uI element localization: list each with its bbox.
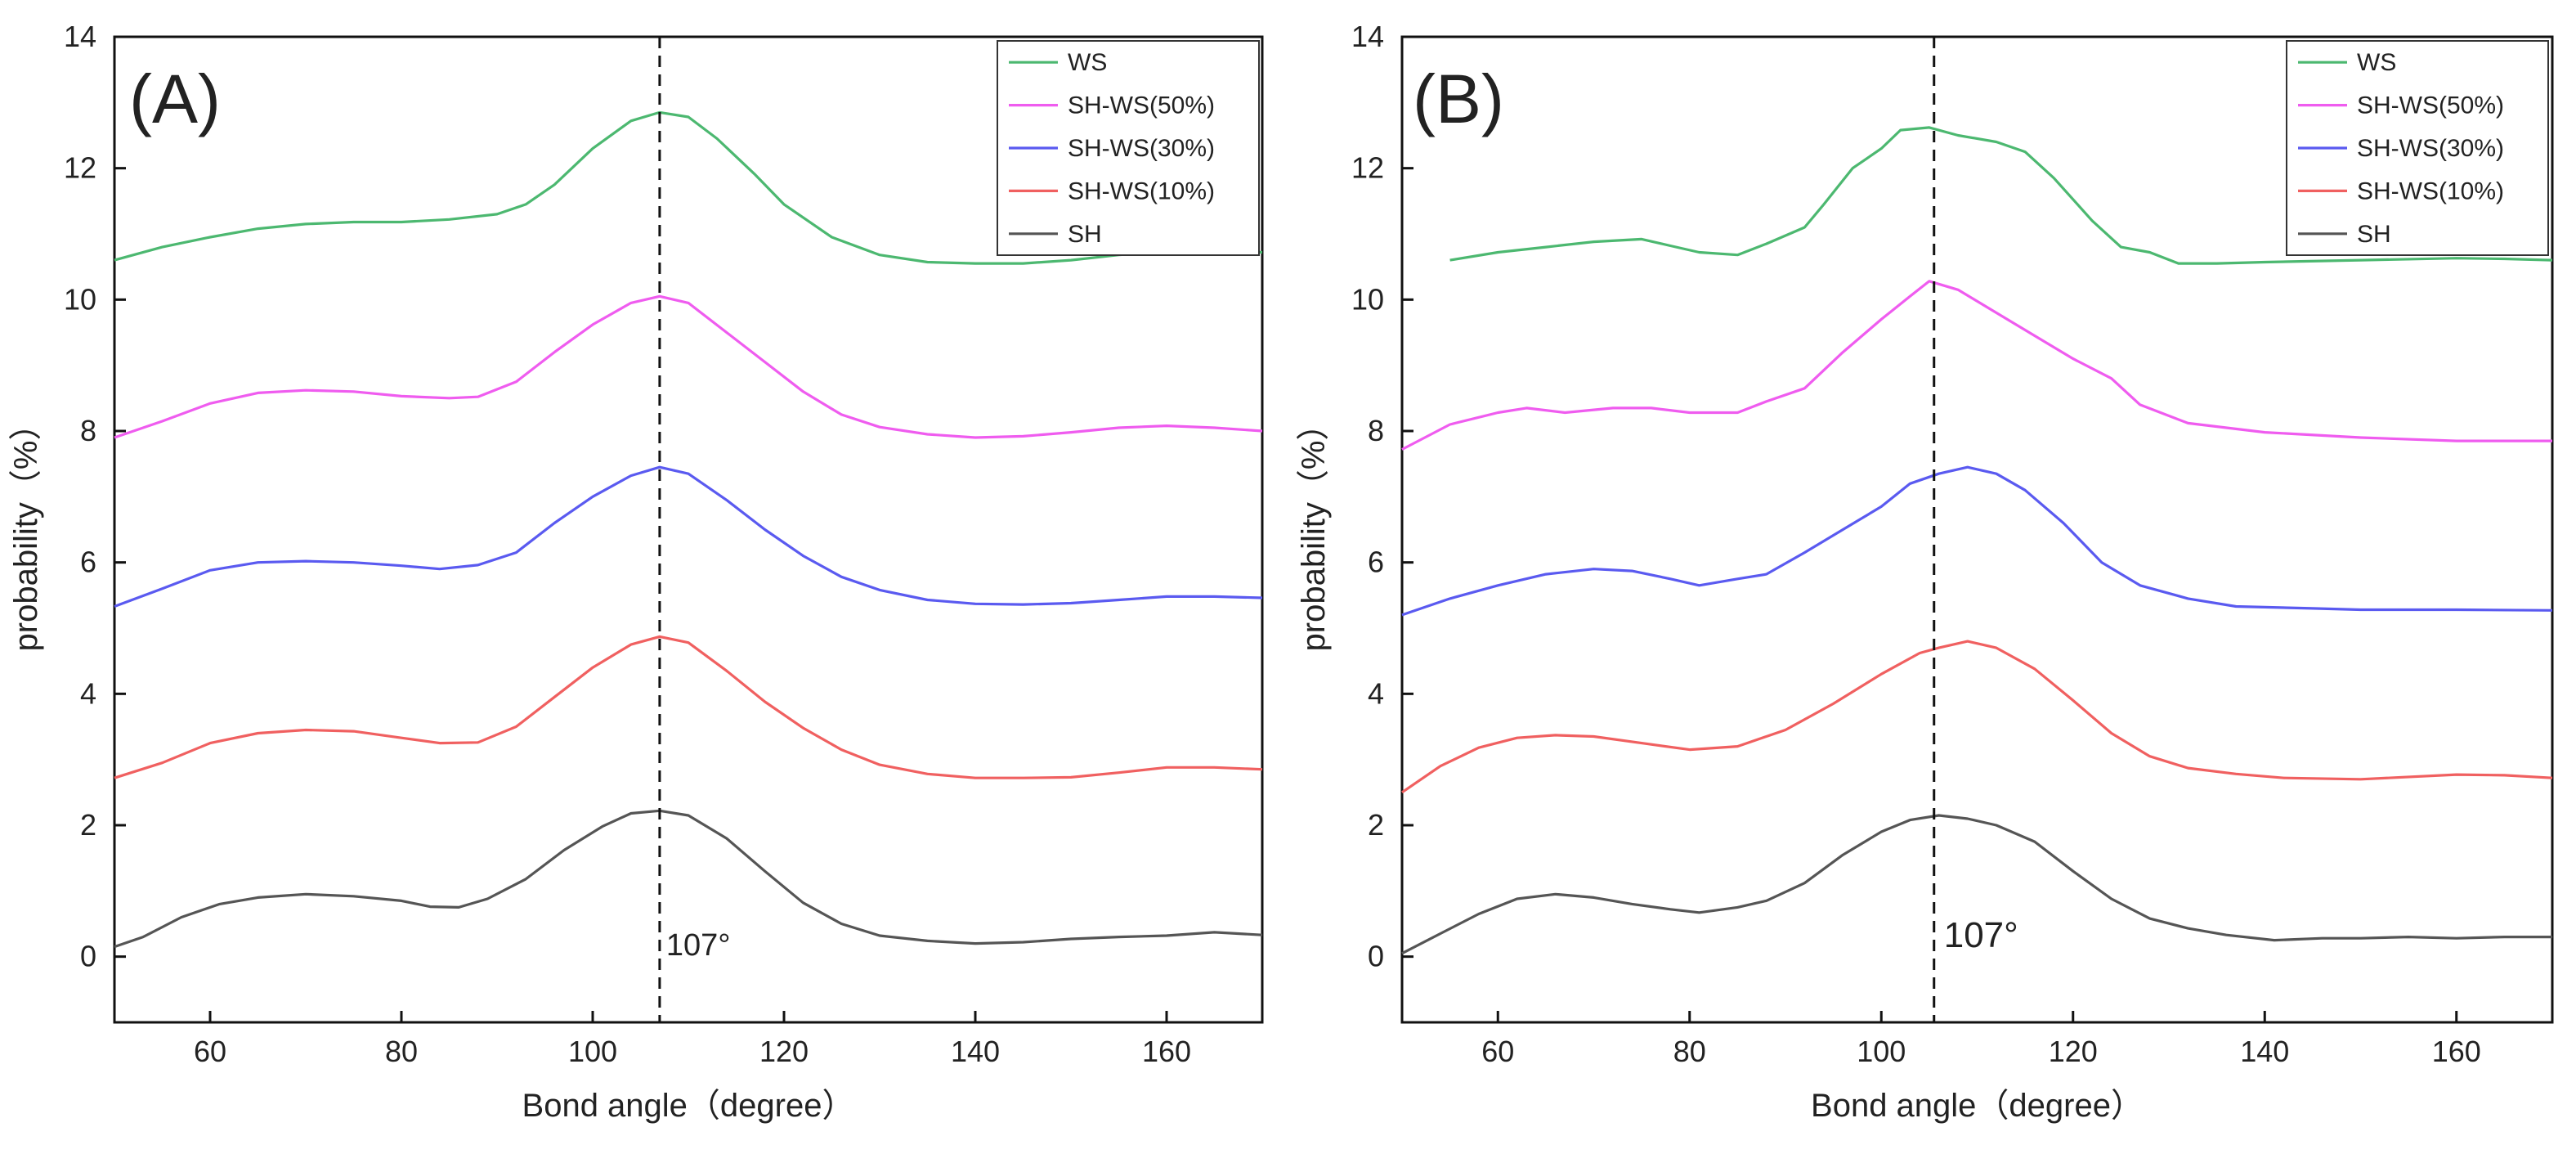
series-line-sh-ws-30	[1401, 465, 2553, 617]
x-tick-label: 140	[2240, 1035, 2289, 1068]
series-line-sh-ws-10	[114, 635, 1263, 779]
series-line-sh-ws-30	[114, 465, 1263, 608]
x-tick-label: 100	[1857, 1035, 1906, 1068]
y-tick-label: 8	[80, 414, 96, 447]
y-axis-title: probability（%）	[8, 408, 44, 652]
legend-label-sh-ws-50: SH-WS(50%)	[1068, 92, 1215, 119]
chart-panel-b: 0 2 4 6 8 10 12 14 60 80 100 120 140 160 Bond angle（de…	[1296, 20, 2554, 1124]
legend: WS SH-WS(50%) SH-WS(30%) SH-WS(10%) SH	[2286, 40, 2549, 256]
y-tick-label: 0	[1368, 940, 1384, 973]
x-axis-title: Bond angle（degree）	[1811, 1088, 2144, 1124]
y-tick-label: 4	[80, 676, 96, 710]
x-tick-label: 60	[194, 1035, 226, 1068]
y-tick-label: 6	[1368, 546, 1384, 579]
legend: WS SH-WS(50%) SH-WS(30%) SH-WS(10%) SH	[997, 40, 1260, 256]
x-tick-label: 60	[1481, 1035, 1514, 1068]
legend-label-sh-ws-30: SH-WS(30%)	[1068, 135, 1215, 162]
x-tick-label: 120	[759, 1035, 809, 1068]
x-tick-label: 120	[2049, 1035, 2098, 1068]
series-line-sh-ws-50	[1401, 280, 2552, 451]
series-line-sh	[1401, 814, 2552, 955]
y-tick-label: 0	[80, 940, 96, 973]
annotation-107-degree: 107°	[666, 928, 731, 963]
series-line-sh-ws-10	[1401, 640, 2553, 794]
y-tick-label: 12	[1351, 151, 1384, 185]
series-line-sh-ws-50	[114, 294, 1263, 439]
legend-label-ws: WS	[1068, 49, 1107, 76]
y-tick-label: 12	[64, 151, 96, 185]
y-tick-label: 6	[80, 546, 96, 579]
y-axis-title: probability（%）	[1296, 408, 1332, 652]
legend-label-sh-ws-10: SH-WS(10%)	[2357, 177, 2504, 204]
y-tick-label: 10	[1351, 282, 1384, 316]
y-tick-label: 8	[1368, 414, 1384, 447]
legend-label-ws: WS	[2357, 49, 2396, 76]
x-axis-title: Bond angle（degree）	[522, 1088, 855, 1124]
x-tick-label: 160	[1142, 1035, 1191, 1068]
legend-box	[2286, 40, 2549, 256]
legend-label-sh-ws-50: SH-WS(50%)	[2357, 92, 2504, 119]
plot-frame	[1400, 35, 2554, 1024]
annotation-107-degree: 107°	[1944, 915, 2018, 955]
x-tick-label: 80	[1673, 1035, 1706, 1068]
x-tick-label: 140	[951, 1035, 1000, 1068]
plot-frame	[113, 35, 1264, 1024]
series-line-sh	[114, 809, 1263, 949]
legend-label-sh-ws-30: SH-WS(30%)	[2357, 135, 2504, 162]
legend-label-sh: SH	[1068, 221, 1102, 248]
legend-label-sh-ws-10: SH-WS(10%)	[1068, 177, 1215, 204]
y-tick-label: 14	[64, 20, 96, 53]
y-tick-label: 10	[64, 282, 96, 316]
panel-label: (A)	[129, 61, 221, 137]
x-tick-label: 100	[568, 1035, 617, 1068]
y-tick-label: 4	[1368, 676, 1384, 710]
y-tick-label: 14	[1351, 20, 1384, 53]
y-tick-label: 2	[80, 808, 96, 842]
y-tick-label: 2	[1368, 808, 1384, 842]
x-tick-label: 160	[2432, 1035, 2481, 1068]
panel-label: (B)	[1413, 61, 1504, 137]
series-line-ws	[1449, 126, 2553, 265]
x-tick-label: 80	[385, 1035, 418, 1068]
legend-label-sh: SH	[2357, 221, 2391, 248]
series-line-ws	[114, 110, 1263, 265]
chart-panel-a: 0 2 4 6 8 10 12 14 60 80 100 120 140 160 Bond angle（de…	[8, 20, 1264, 1124]
